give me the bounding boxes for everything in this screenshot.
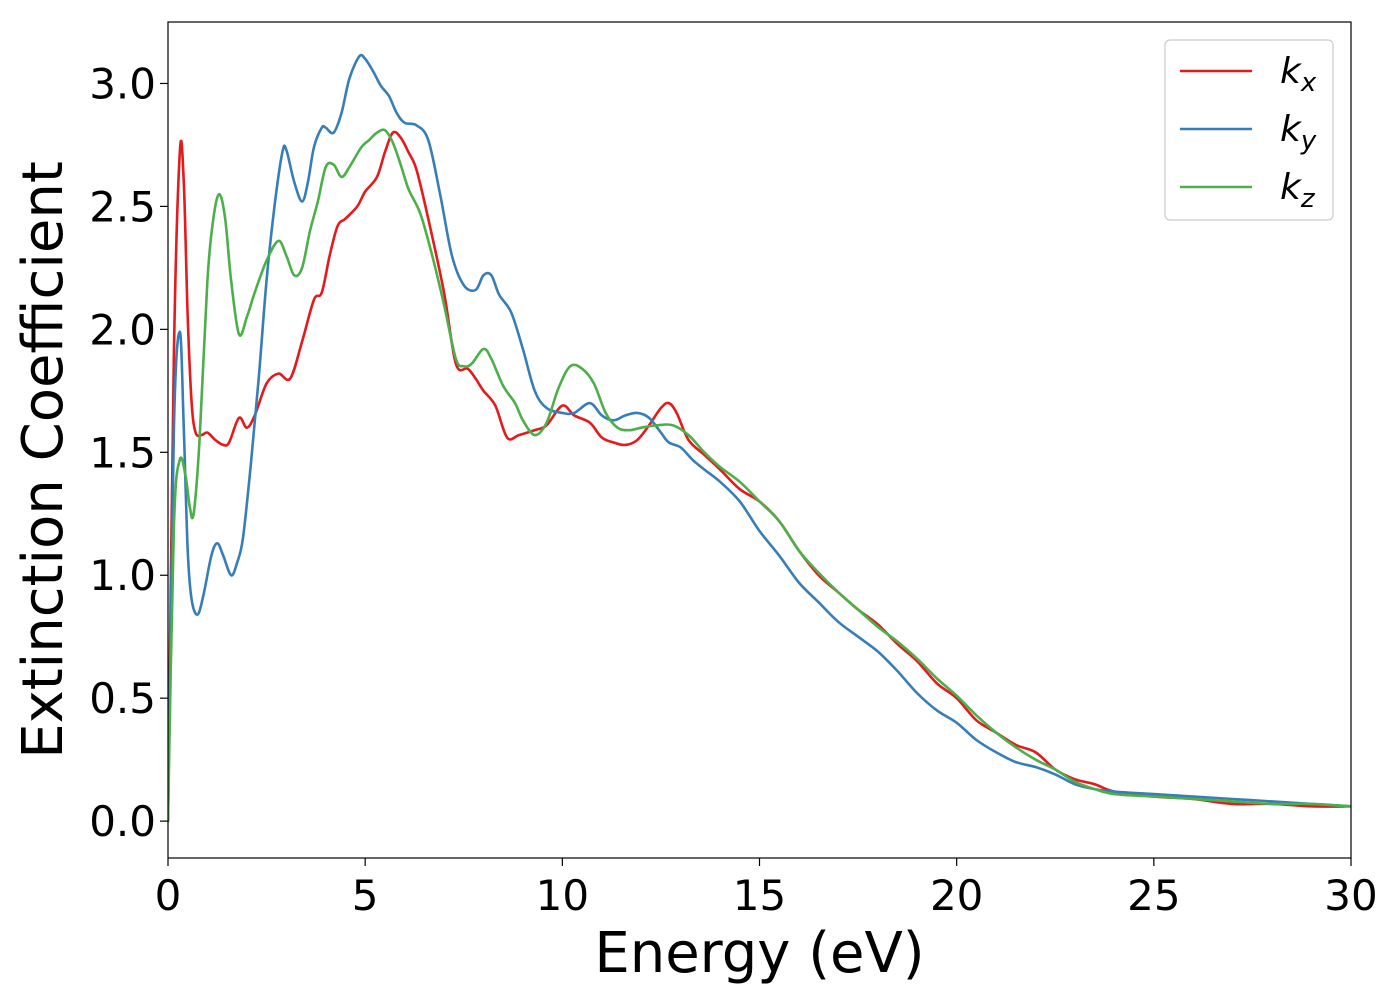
legend: kx ky kz: [1164, 39, 1334, 221]
y-tick-label: 1.0: [89, 551, 156, 600]
x-axis-title: Energy (eV): [594, 921, 924, 986]
legend-label-y: ky: [1280, 109, 1317, 156]
y-axis-title: Extinction Coefficient: [11, 161, 76, 759]
y-tick-label: 0.5: [89, 674, 156, 723]
legend-label-z: kz: [1280, 167, 1316, 214]
series-layer: [168, 53, 1351, 823]
x-tick-label: 10: [536, 871, 589, 920]
y-tick-label: 2.0: [89, 305, 156, 354]
x-tick-label: 0: [155, 871, 182, 920]
x-tick-label: 30: [1324, 871, 1377, 920]
legend-label-x: kx: [1280, 51, 1317, 98]
ticks-layer: 0 5 10 15 20 25 30 0.0 0.5 1.0 1.5 2.0 2.5 3.0: [89, 59, 1378, 920]
series-line-y: [168, 53, 1351, 823]
series-line-x: [168, 130, 1351, 823]
x-tick-label: 25: [1127, 871, 1180, 920]
y-tick-label: 0.0: [89, 797, 156, 846]
series-line-z: [168, 128, 1351, 823]
x-tick-label: 20: [930, 871, 983, 920]
y-tick-label: 3.0: [89, 59, 156, 108]
x-tick-label: 5: [352, 871, 379, 920]
x-tick-label: 15: [733, 871, 786, 920]
y-tick-label: 1.5: [89, 428, 156, 477]
y-tick-label: 2.5: [89, 182, 156, 231]
